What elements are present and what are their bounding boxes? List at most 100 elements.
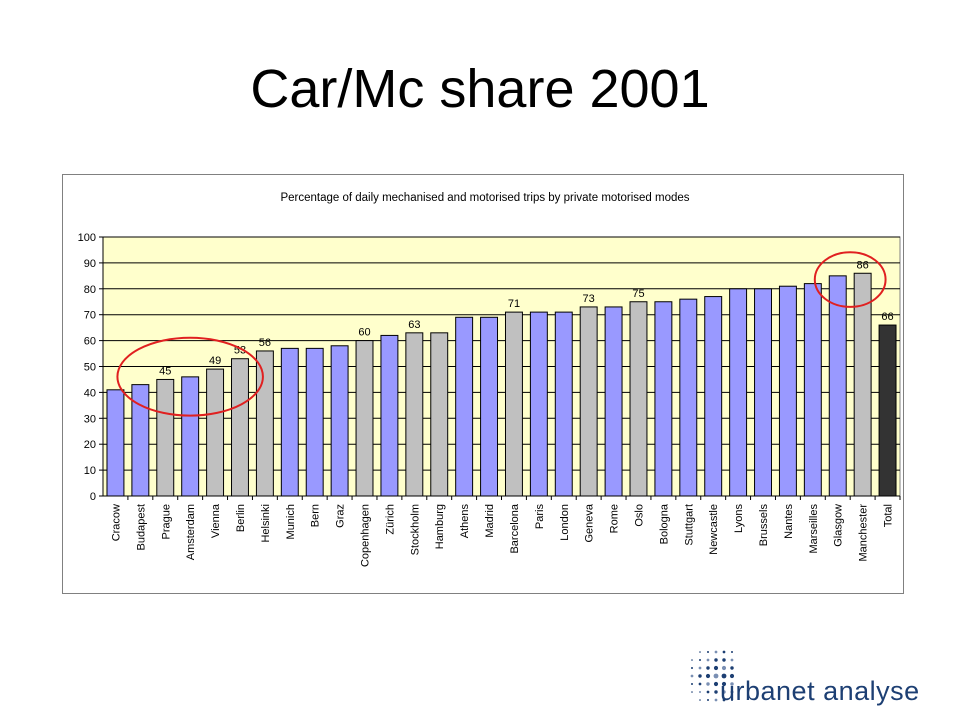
- logo-dot: [722, 658, 726, 662]
- y-tick-label: 100: [78, 232, 96, 244]
- logo-dot: [730, 658, 734, 662]
- data-label: 45: [159, 365, 171, 377]
- logo-dot: [698, 682, 702, 686]
- y-tick-label: 90: [84, 258, 96, 270]
- bar-glasgow: [828, 275, 847, 497]
- bar-madrid: [480, 316, 499, 497]
- x-tick-label: Copenhagen: [360, 504, 372, 567]
- logo-dot: [698, 674, 702, 678]
- bar-lyons: [729, 288, 748, 497]
- x-tick-label: Total: [883, 504, 895, 527]
- logo-dot: [729, 673, 735, 679]
- slide-title: Car/Mc share 2001: [250, 59, 710, 119]
- y-tick-label: 30: [84, 413, 96, 425]
- x-tick-label: Prague: [160, 504, 172, 539]
- x-tick-label: Vienna: [210, 503, 222, 538]
- logo-dot: [706, 658, 710, 662]
- logo-dot: [722, 690, 726, 694]
- logo-dot: [698, 666, 702, 670]
- logo-dot: [730, 690, 734, 694]
- logo-dot: [706, 698, 710, 702]
- logo-dot: [713, 665, 719, 671]
- x-tick-label: Nantes: [783, 504, 795, 539]
- logo-dot: [714, 658, 718, 662]
- bar-rome: [604, 306, 623, 497]
- bar-stockholm: [405, 332, 424, 497]
- logo-dot: [706, 650, 710, 654]
- x-tick-label: Bern: [310, 504, 322, 527]
- x-tick-label: Cracow: [110, 504, 122, 541]
- x-tick-label: Geneva: [584, 503, 596, 542]
- logo-dot: [690, 682, 694, 686]
- x-tick-label: Helsinki: [260, 504, 272, 543]
- bar-hamburg: [430, 332, 449, 497]
- bar-helsinki: [255, 350, 274, 497]
- logo-dot: [691, 691, 693, 693]
- y-tick-label: 60: [84, 336, 96, 348]
- bar-oslo: [629, 301, 648, 497]
- logo-dot: [714, 650, 718, 654]
- logo-dot: [705, 673, 711, 679]
- x-tick-label: London: [559, 504, 571, 541]
- x-tick-label: Stuttgart: [683, 504, 695, 546]
- bar-chart: 0 10 20 30 40 50 60 70 80 90 100 Cracow Budapest Prag…: [78, 192, 901, 567]
- urbanet-logo: urbanet analyse: [684, 646, 919, 710]
- y-tick-label: 20: [84, 439, 96, 451]
- logo-dot: [699, 651, 701, 653]
- y-tick-label: 0: [90, 491, 96, 503]
- bar-cracow: [106, 389, 125, 497]
- data-label: 56: [259, 337, 271, 349]
- bar-budapest: [131, 384, 150, 497]
- bar-prague: [156, 378, 175, 497]
- bar-z-rich: [380, 334, 399, 497]
- x-tick-label: Brussels: [758, 504, 770, 547]
- x-tick-label: Marseilles: [808, 504, 820, 554]
- annotation-circle-2: [813, 251, 887, 308]
- data-label: 73: [583, 293, 595, 305]
- logo-dot: [690, 674, 694, 678]
- logo-dot: [691, 659, 693, 661]
- bar-marseilles: [803, 283, 822, 497]
- bar-paris: [529, 311, 548, 497]
- x-tick-label: Rome: [609, 504, 621, 533]
- logo-dot: [721, 673, 727, 679]
- chart-title: Percentage of daily mechanised and motor…: [280, 192, 689, 204]
- bar-munich: [280, 347, 299, 497]
- x-tick-label: Munich: [285, 504, 297, 539]
- logo-dot: [690, 666, 694, 670]
- x-tick-label: Hamburg: [434, 504, 446, 549]
- bar-berlin: [231, 358, 249, 497]
- logo-dots-icon: [690, 650, 735, 702]
- x-tick-label: Berlin: [235, 504, 247, 532]
- logo-dot: [698, 658, 702, 662]
- logo-dot: [721, 681, 727, 687]
- x-tick-label: Bologna: [658, 503, 670, 544]
- y-tick-label: 10: [84, 465, 96, 477]
- logo-dot: [730, 666, 734, 670]
- x-tick-label: Newcastle: [708, 504, 720, 555]
- x-tick-label: Manchester: [858, 504, 870, 562]
- logo-dot: [721, 665, 727, 671]
- y-tick-label: 40: [84, 387, 96, 399]
- logo-dot: [722, 698, 726, 702]
- data-label: 86: [857, 259, 869, 271]
- bar-bern: [305, 347, 324, 497]
- x-tick-label: Zürich: [384, 504, 396, 535]
- bar-vienna: [206, 368, 225, 497]
- bar-nantes: [778, 285, 797, 497]
- logo-dot: [730, 650, 734, 654]
- y-tick-label: 70: [84, 310, 96, 322]
- data-label: 75: [632, 288, 644, 300]
- logo-dot: [713, 681, 719, 687]
- x-tick-label: Amsterdam: [185, 504, 197, 560]
- x-tick-label: Madrid: [484, 504, 496, 538]
- bar-london: [554, 311, 573, 497]
- logo-dot: [706, 666, 710, 670]
- logo-dot: [706, 682, 710, 686]
- data-label: 49: [209, 355, 221, 367]
- bar-amsterdam: [181, 376, 200, 497]
- logo-dot: [730, 682, 734, 686]
- logo-text: urbanet analyse: [720, 676, 920, 706]
- x-tick-label: Budapest: [135, 504, 147, 550]
- data-label: 60: [358, 327, 370, 339]
